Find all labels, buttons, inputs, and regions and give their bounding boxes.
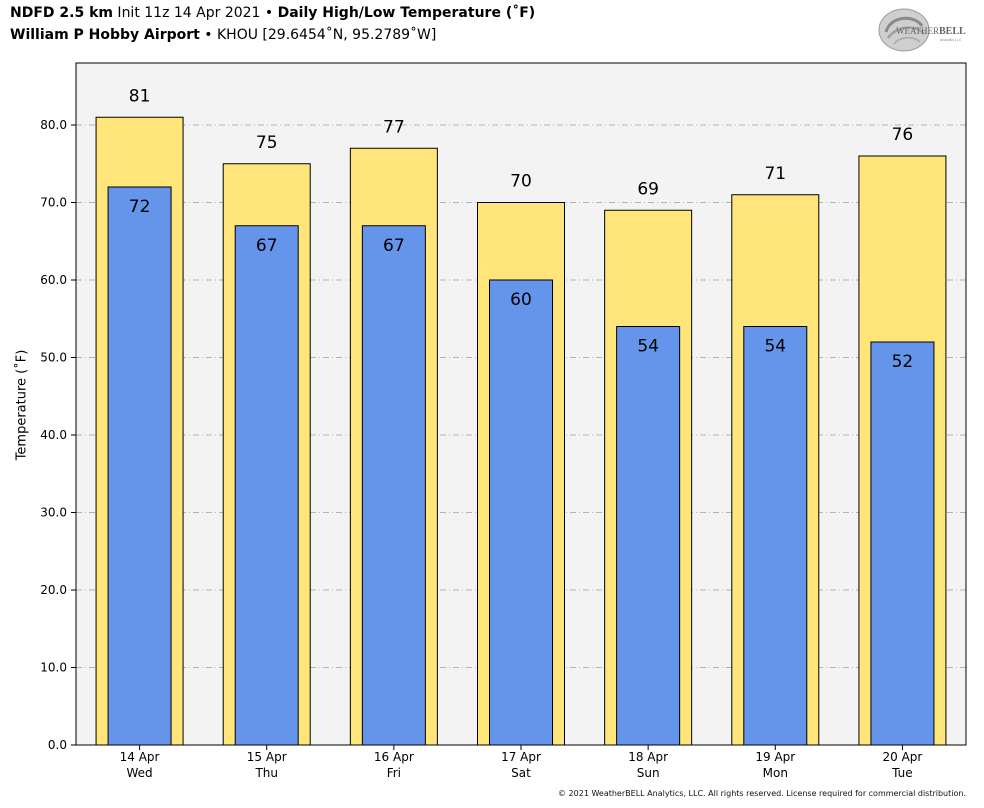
logo-text: WEATHERBELL [896,26,966,37]
plot-frame [75,62,967,746]
low-temp-value-label: 54 [764,337,786,357]
low-temp-value-label: 67 [256,236,278,256]
chart-title-line-1: NDFD 2.5 km Init 11z 14 Apr 2021 • Daily… [10,5,535,21]
x-tick-label-weekday: Fri [387,766,401,780]
x-tick-label-weekday: Wed [126,766,152,780]
y-tick-label: 60.0 [40,273,67,287]
high-temp-value-label: 81 [129,86,151,106]
y-tick-label: 10.0 [40,661,67,675]
x-tick-label-date: 16 Apr [374,750,414,764]
x-tick-label-date: 19 Apr [755,750,795,764]
swirl-icon [878,8,930,52]
high-temp-value-label: 70 [510,172,532,192]
x-tick-label-weekday: Tue [891,766,913,780]
high-temp-value-label: 76 [892,125,914,145]
logo-subtext: Analytics LLC [940,38,962,42]
x-tick-label-date: 17 Apr [501,750,541,764]
init-time: Init 11z 14 Apr 2021 • [112,5,278,21]
x-tick-label-date: 14 Apr [120,750,160,764]
y-tick-label: 40.0 [40,428,67,442]
x-tick-label-weekday: Thu [254,766,278,780]
low-temp-bar [107,186,172,746]
y-tick-label: 50.0 [40,351,67,365]
low-temp-bar [870,341,935,746]
y-tick-label: 30.0 [40,506,67,520]
low-temp-value-label: 54 [637,337,659,357]
low-temp-value-label: 52 [892,352,914,372]
x-tick-label-weekday: Mon [763,766,788,780]
high-temp-value-label: 77 [383,117,405,137]
low-temp-bar [361,225,426,746]
low-temp-bar [743,326,808,746]
x-tick-label-weekday: Sat [511,766,531,780]
model-name: NDFD 2.5 km [10,5,113,21]
chart-title-line-2: William P Hobby Airport • KHOU [29.6454˚… [10,27,436,43]
station-coordinates: • KHOU [29.6454˚N, 95.2789˚W] [199,27,437,43]
product-name: Daily High/Low Temperature (˚F) [277,5,536,21]
copyright-notice: © 2021 WeatherBELL Analytics, LLC. All r… [558,789,966,798]
high-temp-value-label: 75 [256,133,278,153]
low-temp-value-label: 67 [383,236,405,256]
weatherbell-logo: WEATHERBELL Analytics LLC [878,8,966,52]
low-temp-bar [616,326,681,746]
x-tick-label-date: 18 Apr [628,750,668,764]
station-name: William P Hobby Airport [10,27,200,43]
x-tick-label-date: 20 Apr [883,750,923,764]
y-tick-label: 20.0 [40,583,67,597]
low-temp-bar [234,225,299,746]
low-temp-value-label: 60 [510,290,532,310]
y-tick-label: 70.0 [40,196,67,210]
y-tick-label: 0.0 [48,738,67,752]
x-tick-label-date: 15 Apr [247,750,287,764]
low-temp-value-label: 72 [129,197,151,217]
high-temp-value-label: 69 [637,179,659,199]
x-tick-label-weekday: Sun [637,766,660,780]
low-temp-bar [489,279,553,746]
y-tick-label: 80.0 [40,118,67,132]
high-temp-value-label: 71 [764,164,786,184]
